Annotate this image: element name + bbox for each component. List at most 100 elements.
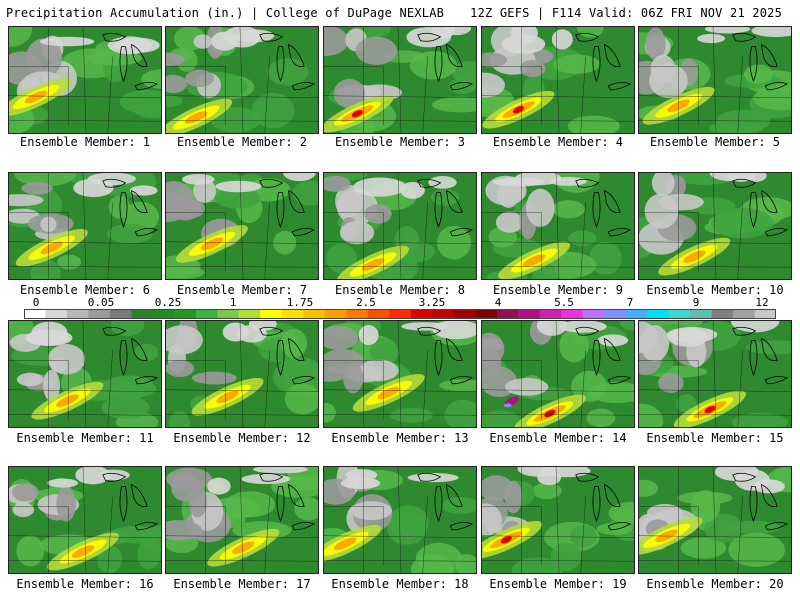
legend-color-swatch bbox=[733, 309, 756, 319]
run-valid-time: 12Z GEFS | F114 Valid: 06Z FRI NOV 21 20… bbox=[470, 6, 782, 20]
legend-color-swatch bbox=[281, 309, 304, 319]
header: Precipitation Accumulation (in.) | Colle… bbox=[0, 0, 800, 24]
precip-map bbox=[639, 467, 791, 573]
ensemble-member-label: Ensemble Member: 1 bbox=[19, 135, 151, 149]
legend-color-swatch bbox=[195, 309, 218, 319]
ensemble-member-label: Ensemble Member: 5 bbox=[649, 135, 781, 149]
legend-tick-label: 0.25 bbox=[154, 296, 182, 309]
legend-color-swatch bbox=[496, 309, 519, 319]
ensemble-member-map bbox=[8, 320, 162, 428]
legend-color-swatch bbox=[88, 309, 111, 319]
ensemble-member-label: Ensemble Member: 11 bbox=[16, 431, 154, 445]
ensemble-member-map bbox=[323, 466, 477, 574]
ensemble-member-map bbox=[165, 26, 319, 134]
legend-color-swatch bbox=[131, 309, 154, 319]
legend-color-swatch bbox=[174, 309, 197, 319]
ensemble-member-map bbox=[323, 172, 477, 280]
precip-map bbox=[639, 321, 791, 427]
ensemble-member-map bbox=[481, 466, 635, 574]
ensemble-member-map bbox=[638, 320, 792, 428]
ensemble-member-label: Ensemble Member: 13 bbox=[331, 431, 469, 445]
legend-color-swatch bbox=[217, 309, 240, 319]
legend-color-swatch bbox=[45, 309, 68, 319]
precip-map bbox=[639, 27, 791, 133]
legend-color-swatch bbox=[152, 309, 175, 319]
ensemble-member-map bbox=[638, 26, 792, 134]
ensemble-member-map bbox=[8, 172, 162, 280]
ensemble-member-map bbox=[165, 320, 319, 428]
legend-color-swatch bbox=[475, 309, 498, 319]
ensemble-member-map bbox=[638, 172, 792, 280]
legend-tick-label: 2.5 bbox=[356, 296, 376, 309]
legend-color-swatch bbox=[539, 309, 562, 319]
precip-map bbox=[324, 321, 476, 427]
precip-map bbox=[324, 173, 476, 279]
ensemble-member-label: Ensemble Member: 3 bbox=[334, 135, 466, 149]
ensemble-member-label: Ensemble Member: 17 bbox=[173, 577, 311, 591]
precip-map bbox=[9, 321, 161, 427]
ensemble-member-label: Ensemble Member: 4 bbox=[492, 135, 624, 149]
ensemble-member-label: Ensemble Member: 7 bbox=[176, 283, 308, 297]
precip-map bbox=[9, 173, 161, 279]
ensemble-member-label: Ensemble Member: 12 bbox=[173, 431, 311, 445]
ensemble-member-map bbox=[481, 172, 635, 280]
ensemble-member-map bbox=[638, 466, 792, 574]
precip-map bbox=[482, 467, 634, 573]
legend-labels: 0 0.05 0.25 1 1.75 2.5 3.25 4 5.5 7 9 12 bbox=[0, 296, 800, 309]
ensemble-member-map bbox=[8, 26, 162, 134]
ensemble-member-label: Ensemble Member: 18 bbox=[331, 577, 469, 591]
legend-tick-label: 0 bbox=[32, 296, 40, 309]
legend-tick-label: 7 bbox=[626, 296, 634, 309]
legend-color-swatch bbox=[582, 309, 605, 319]
legend-color-swatch bbox=[109, 309, 132, 319]
legend-color-swatch bbox=[518, 309, 541, 319]
ensemble-member-label: Ensemble Member: 19 bbox=[489, 577, 627, 591]
legend-tick-label: 0.05 bbox=[87, 296, 115, 309]
ensemble-member-label: Ensemble Member: 15 bbox=[646, 431, 784, 445]
ensemble-member-map bbox=[481, 26, 635, 134]
legend-color-swatch bbox=[389, 309, 412, 319]
legend-tick-label: 5.5 bbox=[554, 296, 574, 309]
ensemble-member-map bbox=[165, 172, 319, 280]
ensemble-member-map bbox=[8, 466, 162, 574]
precip-map bbox=[166, 321, 318, 427]
ensemble-member-map bbox=[323, 320, 477, 428]
ensemble-member-label: Ensemble Member: 8 bbox=[334, 283, 466, 297]
legend-color-swatch bbox=[668, 309, 691, 319]
precip-map bbox=[9, 27, 161, 133]
ensemble-member-label: Ensemble Member: 20 bbox=[646, 577, 784, 591]
precip-map bbox=[482, 321, 634, 427]
legend-color-swatch bbox=[303, 309, 326, 319]
legend-color-swatch bbox=[238, 309, 261, 319]
legend-color-swatch bbox=[324, 309, 347, 319]
ensemble-member-label: Ensemble Member: 14 bbox=[489, 431, 627, 445]
legend-color-swatch bbox=[410, 309, 433, 319]
legend-color-swatch bbox=[604, 309, 627, 319]
ensemble-member-label: Ensemble Member: 6 bbox=[19, 283, 151, 297]
legend-tick-label: 4 bbox=[494, 296, 502, 309]
legend-color-swatch bbox=[690, 309, 713, 319]
ensemble-member-label: Ensemble Member: 10 bbox=[646, 283, 784, 297]
precip-map bbox=[482, 173, 634, 279]
page-title: Precipitation Accumulation (in.) | Colle… bbox=[6, 6, 445, 20]
ensemble-member-label: Ensemble Member: 9 bbox=[492, 283, 624, 297]
precip-map bbox=[324, 27, 476, 133]
legend-color-swatch bbox=[260, 309, 283, 319]
precip-map bbox=[166, 173, 318, 279]
legend-tick-label: 3.25 bbox=[418, 296, 446, 309]
legend-color-swatch bbox=[367, 309, 390, 319]
ensemble-member-map bbox=[165, 466, 319, 574]
ensemble-member-label: Ensemble Member: 16 bbox=[16, 577, 154, 591]
precip-map bbox=[9, 467, 161, 573]
legend-color-swatch bbox=[432, 309, 455, 319]
precip-map bbox=[639, 173, 791, 279]
legend-color-swatch bbox=[625, 309, 648, 319]
ensemble-member-map bbox=[481, 320, 635, 428]
legend-tick-label: 12 bbox=[755, 296, 769, 309]
ensemble-member-map bbox=[323, 26, 477, 134]
precip-map bbox=[166, 467, 318, 573]
legend-color-swatch bbox=[66, 309, 89, 319]
legend-color-swatch bbox=[647, 309, 670, 319]
legend-color-swatch bbox=[24, 309, 46, 319]
legend-color-swatch bbox=[561, 309, 584, 319]
